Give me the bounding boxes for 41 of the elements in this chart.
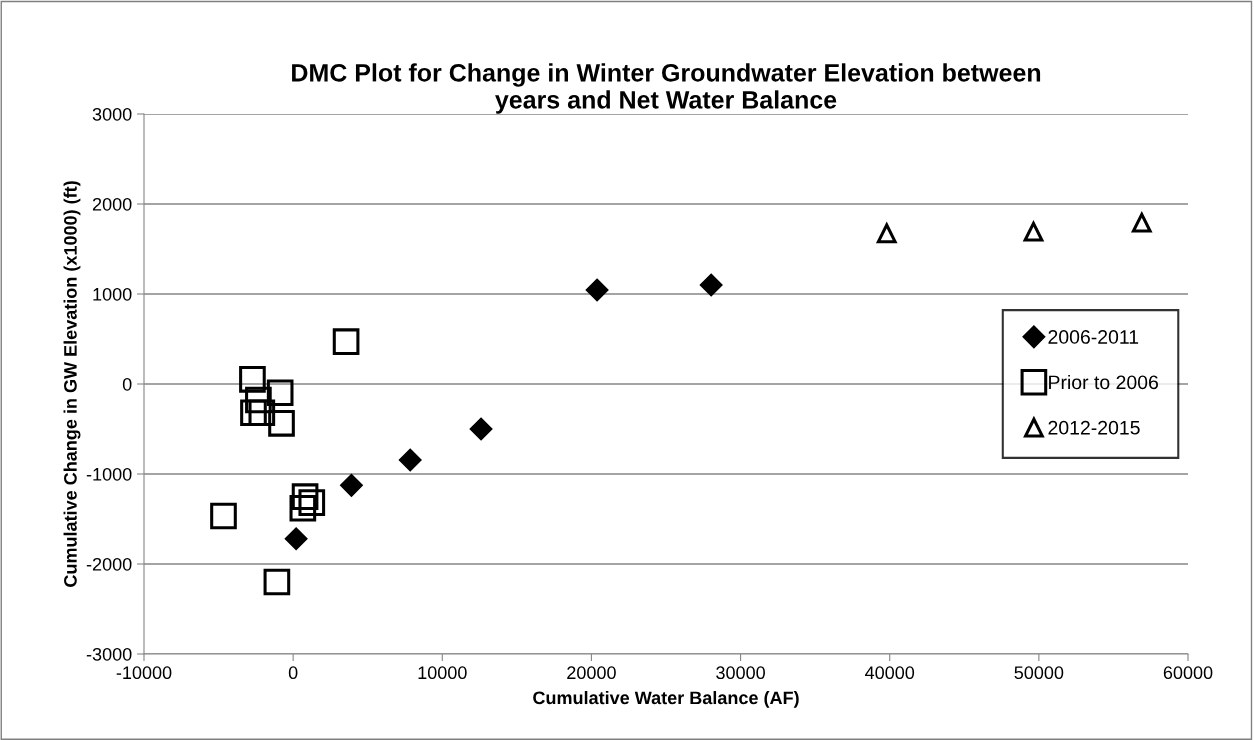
point <box>469 417 493 441</box>
point <box>291 483 319 511</box>
point <box>1131 212 1152 233</box>
point <box>266 379 294 407</box>
y-tick-label: -3000 <box>86 647 132 661</box>
legend-label: 2006-2011 <box>1048 330 1139 344</box>
point <box>585 278 609 302</box>
point <box>284 527 308 551</box>
point <box>240 399 267 427</box>
y-tick-label: 3000 <box>92 107 132 121</box>
y-tick-label: 1000 <box>93 287 132 301</box>
y-axis-title: Cumulative Change in GW Elevation (x1000) (ft) <box>63 181 81 587</box>
point <box>263 568 291 596</box>
chart-title: DMC Plot for Change in Winter Groundwater Elevation between years and Net Water Balance <box>292 63 1041 114</box>
x-tick-label: 40000 <box>865 666 915 680</box>
point <box>332 328 360 356</box>
x-axis-title: Cumulative Water Balance (AF) <box>533 690 799 708</box>
x-tick-label: 0 <box>288 666 298 680</box>
y-tick-label: 2000 <box>92 197 132 211</box>
x-tick-label: 50000 <box>1014 666 1064 680</box>
legend-label: Prior to 2006 <box>1049 374 1158 390</box>
point <box>268 410 295 437</box>
x-tick-label: 60000 <box>1163 666 1213 680</box>
point <box>245 386 272 414</box>
point <box>876 223 897 244</box>
x-tick-label: 20000 <box>567 666 616 680</box>
y-tick-label: -2000 <box>86 557 132 571</box>
legend-label: 2012-2015 <box>1048 420 1140 435</box>
x-tick-label: 10000 <box>418 666 467 680</box>
point <box>239 365 266 393</box>
point <box>699 273 723 297</box>
x-tick-label: 30000 <box>716 666 765 680</box>
point <box>398 448 422 472</box>
y-tick-label: 0 <box>122 377 132 391</box>
x-tick-label: -10000 <box>116 666 172 680</box>
y-tick-label: -1000 <box>86 467 132 481</box>
point <box>339 473 363 497</box>
point <box>289 494 317 522</box>
point <box>210 502 237 530</box>
point <box>1023 221 1044 242</box>
point <box>298 489 326 516</box>
